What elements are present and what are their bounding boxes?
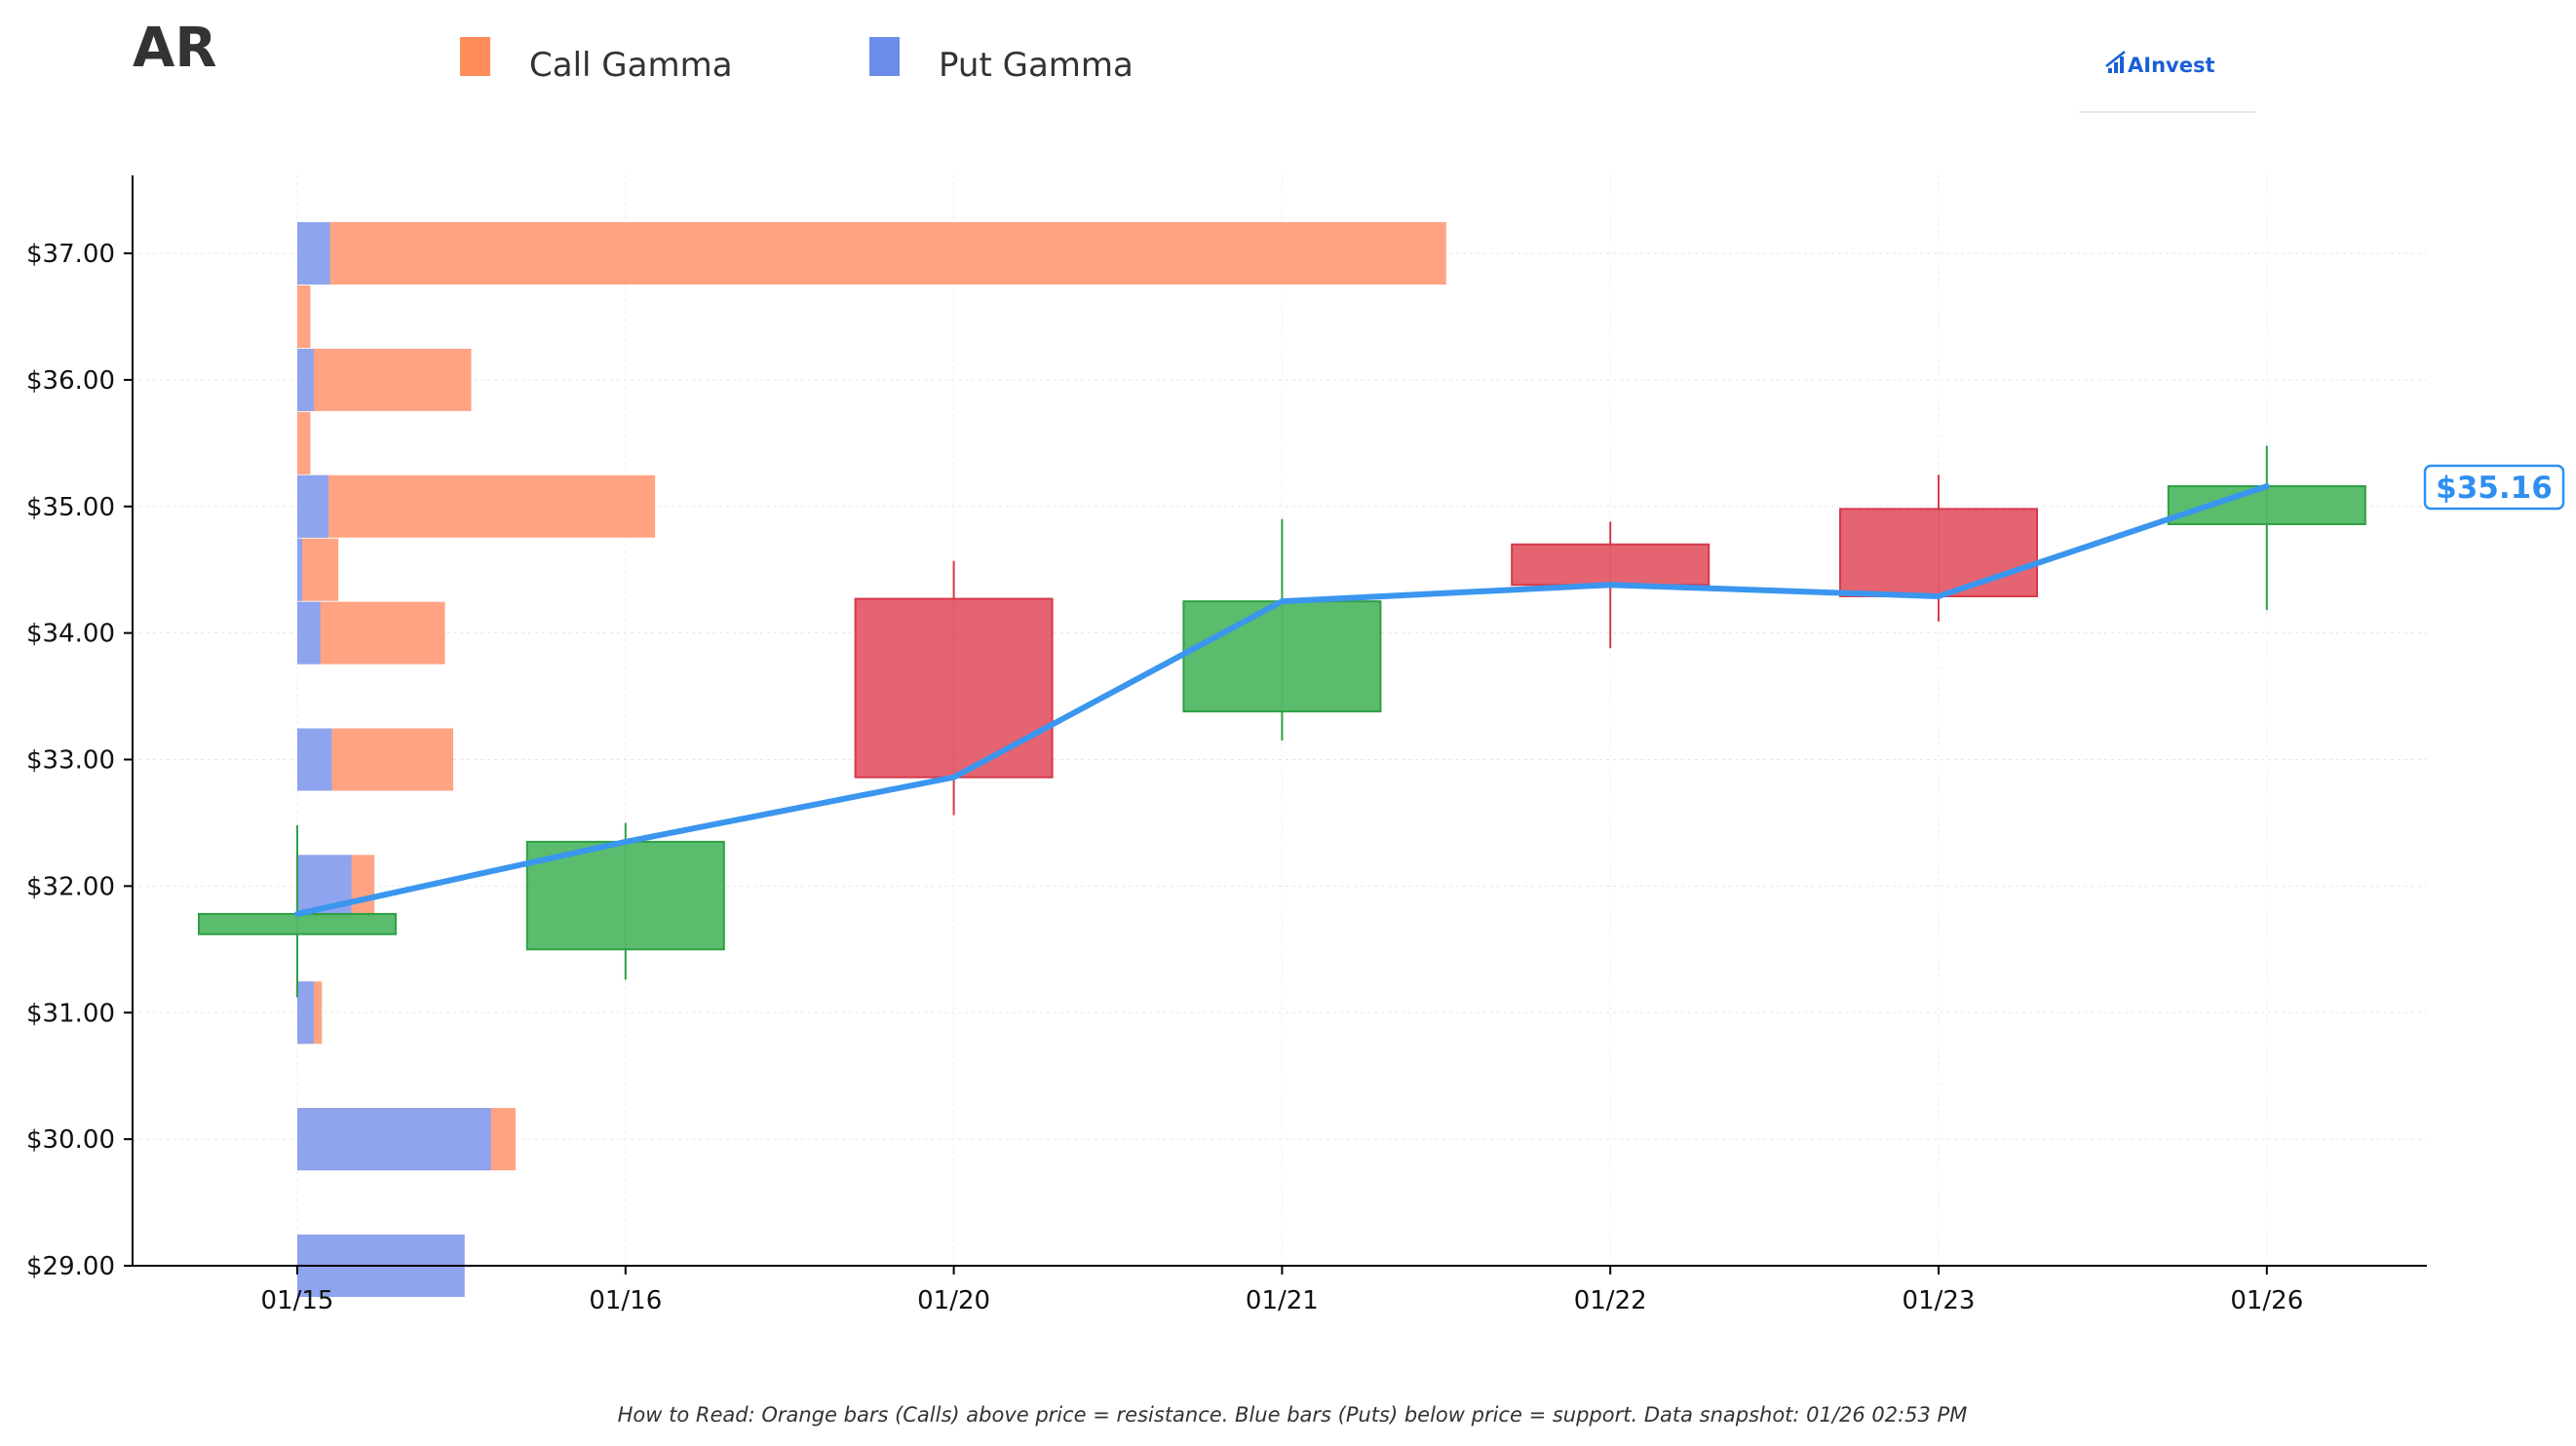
candle-body-1 [525, 840, 725, 951]
x-tick-label-4: 01/22 [1574, 1286, 1647, 1315]
call-gamma-bar-1 [297, 285, 311, 348]
call-gamma-bar-3 [297, 411, 311, 475]
call-gamma-bar-6 [297, 601, 445, 665]
put-gamma-bar-5 [297, 538, 303, 601]
put-gamma-bar-6 [297, 601, 321, 665]
candle-body-4 [1511, 543, 1711, 587]
x-tick-label-1: 01/16 [589, 1286, 662, 1315]
legend-label-call: Call Gamma [529, 46, 733, 85]
legend-swatch-call [460, 37, 490, 76]
y-tick-label-4: $33.00 [26, 746, 115, 776]
y-tick-label-7: $36.00 [26, 366, 115, 396]
legend-swatch-put [869, 37, 900, 76]
put-gamma-bar-7 [297, 728, 332, 791]
logo: AInvest [2079, 51, 2255, 113]
candle-body-6 [2167, 484, 2366, 525]
close-price-line [294, 482, 2270, 917]
candle-body-2 [854, 597, 1054, 779]
candle-body-0 [198, 912, 397, 935]
put-gamma-bar-9 [297, 981, 314, 1045]
gamma-bars [297, 222, 1446, 1297]
current-price-badge: $35.16 [2423, 464, 2565, 511]
close-line-path [294, 482, 2270, 917]
y-tick-label-3: $32.00 [26, 872, 115, 901]
put-gamma-bar-0 [297, 222, 330, 285]
put-gamma-bar-4 [297, 475, 328, 538]
put-gamma-bar-2 [297, 348, 314, 411]
call-gamma-bar-2 [297, 348, 472, 411]
logo-text: AInvest [2128, 54, 2215, 77]
axes: $29.00 $30.00 $31.00 $32.00 $33.00 $34.00 $35.… [26, 175, 2427, 1315]
call-gamma-bar-4 [297, 475, 656, 538]
y-tick-label-6: $35.00 [26, 493, 115, 522]
bar-chart-arrow-icon [2105, 51, 2126, 73]
put-gamma-bar-10 [297, 1108, 491, 1171]
x-tick-label-0: 01/15 [261, 1286, 334, 1315]
grid [133, 175, 2427, 1267]
call-gamma-bar-0 [297, 222, 1446, 285]
candle-body-5 [1839, 508, 2038, 597]
y-tick-label-5: $34.00 [26, 620, 115, 649]
x-tick-label-6: 01/26 [2230, 1286, 2303, 1315]
candlesticks [198, 445, 2366, 998]
y-tick-label-1: $30.00 [26, 1125, 115, 1155]
footer-note: How to Read: Orange bars (Calls) above p… [618, 1403, 1968, 1427]
current-price-label: $35.16 [2436, 471, 2553, 506]
legend-label-put: Put Gamma [939, 46, 1134, 85]
legend: Call Gamma Put Gamma [460, 37, 1134, 85]
x-tick-label-2: 01/20 [917, 1286, 990, 1315]
y-tick-label-2: $31.00 [26, 999, 115, 1028]
call-gamma-bar-5 [297, 538, 339, 601]
y-tick-label-0: $29.00 [26, 1252, 115, 1281]
y-tick-label-8: $37.00 [26, 240, 115, 269]
price-badge-box [2423, 464, 2565, 511]
chart-title: AR [133, 17, 216, 80]
x-tick-label-3: 01/21 [1246, 1286, 1319, 1315]
x-tick-label-5: 01/23 [1903, 1286, 1976, 1315]
candle-body-3 [1182, 600, 1382, 713]
